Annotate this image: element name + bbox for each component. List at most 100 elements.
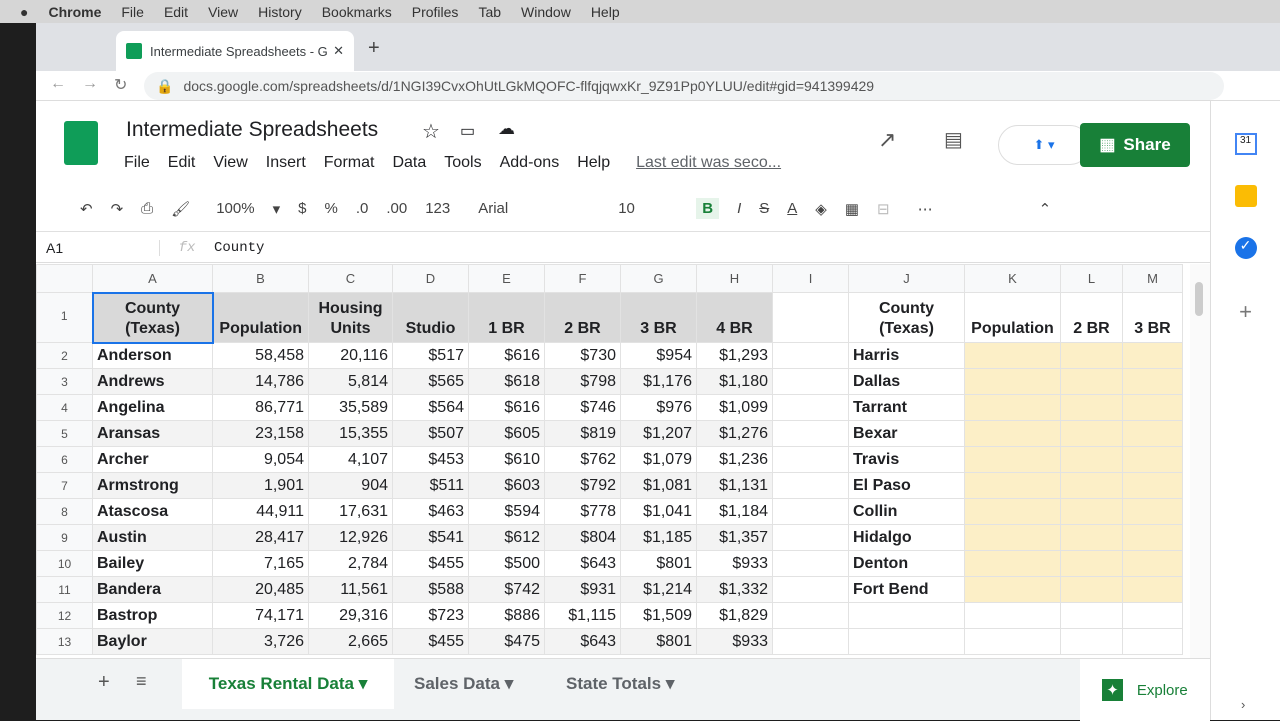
cell[interactable]: $801: [620, 628, 697, 655]
cell[interactable]: $976: [620, 394, 697, 421]
cell[interactable]: 44,911: [212, 498, 309, 525]
row-header[interactable]: 3: [36, 368, 93, 395]
vertical-scrollbar[interactable]: [1190, 264, 1210, 658]
cell[interactable]: 2,665: [308, 628, 393, 655]
menu-history[interactable]: History: [258, 3, 302, 20]
cell[interactable]: [964, 576, 1061, 603]
cell[interactable]: $1,079: [620, 446, 697, 473]
row-header[interactable]: 5: [36, 420, 93, 447]
cell[interactable]: $792: [544, 472, 621, 499]
header-cell[interactable]: County (Texas): [848, 292, 965, 343]
cell[interactable]: $1,276: [696, 420, 773, 447]
cell[interactable]: [1060, 368, 1123, 395]
cell[interactable]: [964, 472, 1061, 499]
cell[interactable]: 12,926: [308, 524, 393, 551]
cell[interactable]: $762: [544, 446, 621, 473]
increase-decimal-button[interactable]: .00: [386, 200, 408, 217]
cell[interactable]: $1,176: [620, 368, 697, 395]
name-box[interactable]: A1: [36, 239, 160, 256]
cell[interactable]: $511: [392, 472, 469, 499]
cell[interactable]: 1,901: [212, 472, 309, 499]
cell[interactable]: [1122, 446, 1183, 473]
cell[interactable]: $1,509: [620, 602, 697, 629]
cell[interactable]: $565: [392, 368, 469, 395]
cell[interactable]: $603: [468, 472, 545, 499]
cell[interactable]: [964, 368, 1061, 395]
cell[interactable]: [772, 342, 849, 369]
column-header-a[interactable]: A: [92, 264, 213, 293]
cell[interactable]: [1060, 524, 1123, 551]
cell[interactable]: $616: [468, 342, 545, 369]
cell[interactable]: [1122, 550, 1183, 577]
header-cell[interactable]: County (Texas): [91, 291, 214, 344]
cell[interactable]: 9,054: [212, 446, 309, 473]
reload-icon[interactable]: ↻: [114, 77, 128, 94]
cell[interactable]: $801: [620, 550, 697, 577]
cell[interactable]: [1122, 498, 1183, 525]
row-header[interactable]: 1: [36, 292, 93, 343]
comments-icon[interactable]: ▤: [944, 129, 963, 151]
cell[interactable]: $643: [544, 628, 621, 655]
cell[interactable]: [848, 628, 965, 655]
menu-format[interactable]: Format: [323, 154, 375, 171]
header-cell[interactable]: 1 BR: [468, 292, 545, 343]
menu-file[interactable]: File: [121, 3, 144, 20]
add-sheet-icon[interactable]: +: [98, 671, 110, 693]
cell[interactable]: [964, 628, 1061, 655]
cell[interactable]: Fort Bend: [848, 576, 965, 603]
share-button[interactable]: ▦ Share: [1080, 123, 1190, 167]
menu-tools[interactable]: Tools: [444, 154, 482, 171]
menu-bookmarks[interactable]: Bookmarks: [321, 3, 392, 20]
cell[interactable]: Baylor: [92, 628, 213, 655]
merge-cells-icon[interactable]: ⊟: [877, 200, 890, 218]
cell[interactable]: $798: [544, 368, 621, 395]
cell[interactable]: 28,417: [212, 524, 309, 551]
cell[interactable]: $746: [544, 394, 621, 421]
menu-help[interactable]: Help: [577, 154, 611, 171]
menu-app[interactable]: Chrome: [48, 3, 102, 20]
present-button[interactable]: ⬆ ▾: [998, 125, 1090, 165]
cell[interactable]: [964, 446, 1061, 473]
cell[interactable]: $618: [468, 368, 545, 395]
cell[interactable]: [1122, 368, 1183, 395]
cell[interactable]: Denton: [848, 550, 965, 577]
header-cell[interactable]: Population: [212, 292, 309, 343]
borders-icon[interactable]: ▦: [844, 200, 859, 218]
back-icon[interactable]: ←: [50, 75, 66, 92]
cell[interactable]: [772, 628, 849, 655]
zoom-select[interactable]: 100%: [216, 200, 255, 217]
star-icon[interactable]: ☆: [422, 121, 440, 143]
menu-window[interactable]: Window: [521, 3, 571, 20]
font-select[interactable]: Arial: [478, 200, 509, 217]
column-header-g[interactable]: G: [620, 264, 697, 293]
cell[interactable]: Bandera: [92, 576, 213, 603]
cell[interactable]: $1,207: [620, 420, 697, 447]
cell[interactable]: Collin: [848, 498, 965, 525]
column-header-b[interactable]: B: [212, 264, 309, 293]
header-cell[interactable]: 4 BR: [696, 292, 773, 343]
italic-button[interactable]: I: [737, 200, 742, 217]
menu-insert[interactable]: Insert: [265, 154, 306, 171]
text-color-button[interactable]: A: [787, 200, 798, 217]
cell[interactable]: $500: [468, 550, 545, 577]
sheet-tab-state-totals[interactable]: State Totals ▾: [566, 674, 675, 693]
column-header-i[interactable]: I: [772, 264, 849, 293]
cell[interactable]: 15,355: [308, 420, 393, 447]
cell[interactable]: $1,332: [696, 576, 773, 603]
header-cell[interactable]: 2 BR: [1060, 292, 1123, 343]
cell[interactable]: $1,099: [696, 394, 773, 421]
cell[interactable]: [772, 472, 849, 499]
cell[interactable]: $1,131: [696, 472, 773, 499]
header-cell[interactable]: 3 BR: [620, 292, 697, 343]
cell[interactable]: $517: [392, 342, 469, 369]
column-header-f[interactable]: F: [544, 264, 621, 293]
cell[interactable]: $1,180: [696, 368, 773, 395]
cell[interactable]: $588: [392, 576, 469, 603]
cell[interactable]: Bastrop: [92, 602, 213, 629]
cell[interactable]: $1,081: [620, 472, 697, 499]
cell[interactable]: $742: [468, 576, 545, 603]
cell[interactable]: Austin: [92, 524, 213, 551]
cell[interactable]: [1060, 550, 1123, 577]
header-cell[interactable]: 3 BR: [1122, 292, 1183, 343]
cell[interactable]: $475: [468, 628, 545, 655]
